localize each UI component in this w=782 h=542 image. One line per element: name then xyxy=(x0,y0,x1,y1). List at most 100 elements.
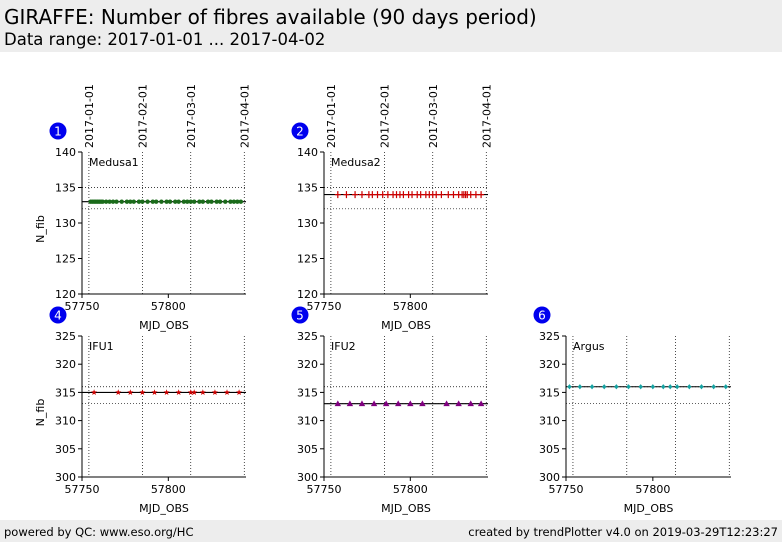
data-point xyxy=(711,384,716,390)
data-point xyxy=(334,191,341,199)
data-point xyxy=(614,384,619,390)
y-tick-label: 125 xyxy=(55,253,76,266)
data-point xyxy=(699,384,704,390)
footer-powered-by: powered by QC: www.eso.org/HC xyxy=(4,525,194,539)
data-point xyxy=(334,400,342,407)
panel-2: 120 125 130 135 140 57750 57800 MJD_OBS Medusa2 2… xyxy=(291,84,493,332)
panel-number: 5 xyxy=(296,309,304,323)
data-point xyxy=(199,389,206,395)
data-point xyxy=(175,389,182,395)
x-tick-label: 57800 xyxy=(393,300,428,313)
data-point xyxy=(674,384,680,390)
panel-label: Medusa1 xyxy=(89,156,139,169)
data-point xyxy=(477,400,485,407)
data-point xyxy=(455,400,462,407)
data-point xyxy=(223,389,231,395)
data-point xyxy=(205,199,211,204)
panel-number-badge xyxy=(291,122,309,140)
y-tick-label: 140 xyxy=(55,146,76,159)
data-point xyxy=(236,389,243,395)
data-point xyxy=(661,384,666,390)
x-tick-label: 57750 xyxy=(307,483,342,496)
data-point xyxy=(154,199,159,204)
y-tick-label: 315 xyxy=(55,386,76,399)
y-tick-label: 320 xyxy=(539,358,560,371)
data-point xyxy=(200,199,206,204)
data-point xyxy=(136,199,142,204)
data-point xyxy=(91,389,98,395)
header-bar: GIRAFFE: Number of fibres available (90 … xyxy=(0,0,782,52)
y-tick-label: 140 xyxy=(297,146,318,159)
data-point xyxy=(382,400,390,407)
data-point xyxy=(687,384,692,390)
y-tick-label: 315 xyxy=(539,386,560,399)
footer-bar: powered by QC: www.eso.org/HC created by… xyxy=(0,520,782,542)
data-point xyxy=(191,389,198,395)
x-tick-label: 57800 xyxy=(151,300,186,313)
date-tick-label: 2017-04-01 xyxy=(238,84,251,148)
data-point xyxy=(478,191,485,199)
panel-label: Medusa2 xyxy=(331,156,381,169)
date-tick-label: 2017-04-01 xyxy=(480,84,493,148)
data-point xyxy=(150,199,155,204)
data-point xyxy=(358,400,366,407)
y-tick-label: 135 xyxy=(55,182,76,195)
data-point xyxy=(577,384,583,390)
x-axis-label: MJD_OBS xyxy=(139,319,189,332)
x-tick-label: 57800 xyxy=(151,483,186,496)
data-point xyxy=(127,389,134,395)
y-tick-label: 320 xyxy=(297,358,318,371)
x-tick-label: 57750 xyxy=(65,483,100,496)
y-tick-label: 125 xyxy=(297,253,318,266)
y-axis-label: N_fib xyxy=(34,399,47,427)
data-point xyxy=(358,191,365,199)
data-point xyxy=(472,191,479,199)
data-point xyxy=(214,199,219,204)
data-point xyxy=(119,199,124,204)
date-tick-label: 2017-03-01 xyxy=(427,84,440,148)
data-point xyxy=(723,384,728,390)
page-subtitle: Data range: 2017-01-01 ... 2017-04-02 xyxy=(4,30,326,49)
y-tick-label: 325 xyxy=(539,330,560,343)
x-axis-label: MJD_OBS xyxy=(624,502,674,515)
data-point xyxy=(187,389,194,395)
data-point xyxy=(228,199,233,204)
data-point xyxy=(181,199,187,204)
panel-number-badge xyxy=(533,306,551,324)
data-point xyxy=(209,199,214,204)
y-tick-label: 325 xyxy=(297,330,318,343)
data-point xyxy=(409,191,416,199)
y-tick-label: 300 xyxy=(297,471,318,484)
date-tick-label: 2017-02-01 xyxy=(136,84,149,148)
data-point xyxy=(467,191,474,199)
x-tick-label: 57750 xyxy=(65,300,100,313)
data-point xyxy=(589,384,595,390)
data-point xyxy=(417,191,424,199)
x-tick-label: 57750 xyxy=(549,483,584,496)
y-tick-label: 325 xyxy=(55,330,76,343)
data-point xyxy=(167,199,173,204)
data-point xyxy=(352,191,359,199)
data-point xyxy=(131,199,136,204)
panel-number: 4 xyxy=(54,309,62,323)
date-tick-label: 2017-01-01 xyxy=(83,84,96,148)
panel-number: 6 xyxy=(538,309,546,323)
data-point xyxy=(400,191,407,199)
data-point xyxy=(185,199,190,204)
data-point xyxy=(450,191,457,199)
data-point xyxy=(173,199,178,204)
data-point xyxy=(211,389,218,395)
date-tick-label: 2017-01-01 xyxy=(325,84,338,148)
data-point xyxy=(145,199,150,204)
data-point xyxy=(626,384,631,390)
data-point xyxy=(114,199,119,204)
data-point xyxy=(235,199,240,204)
data-point xyxy=(223,199,228,204)
y-tick-label: 320 xyxy=(55,358,76,371)
x-axis-label: MJD_OBS xyxy=(139,502,189,515)
data-point xyxy=(107,199,112,204)
y-tick-label: 130 xyxy=(297,217,318,230)
data-point xyxy=(197,199,202,204)
data-point xyxy=(343,191,350,199)
